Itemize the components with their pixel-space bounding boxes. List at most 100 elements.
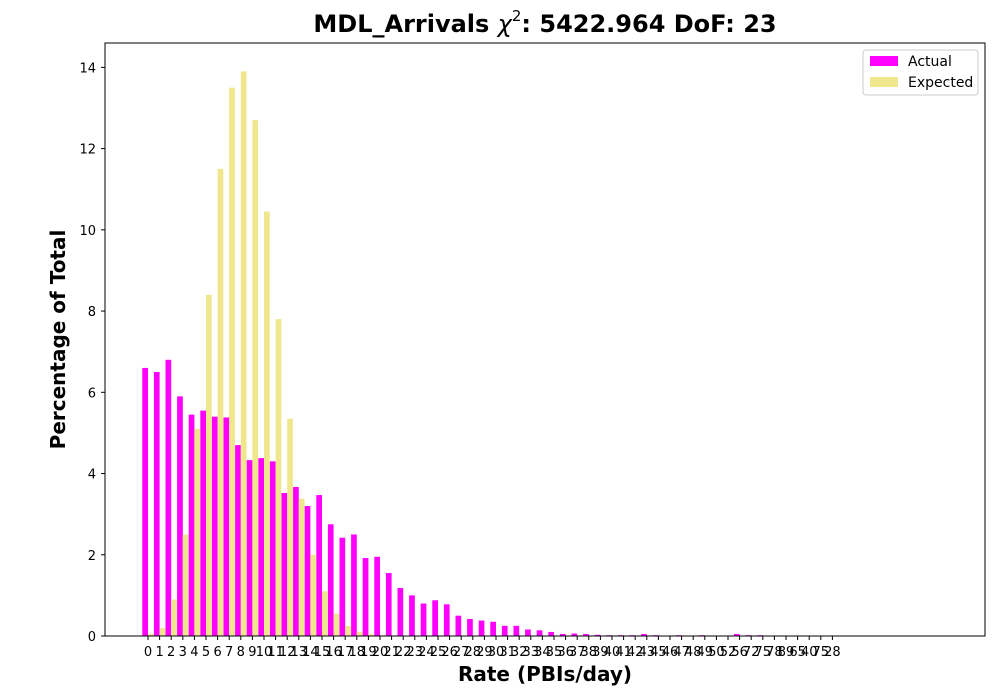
x-tick-label: 36 xyxy=(557,645,574,660)
bar-expected-8 xyxy=(240,71,247,637)
x-tick-label: 7 xyxy=(225,645,233,660)
y-tick-label: 8 xyxy=(88,305,96,320)
bar-expected-4 xyxy=(194,428,201,636)
y-tick-label: 4 xyxy=(88,468,96,483)
x-tick-label: 21 xyxy=(383,645,400,660)
chart-title: MDL_Arrivals χ2: 5422.964 DoF: 23 xyxy=(313,7,776,38)
bar-actual-56 xyxy=(733,633,740,636)
legend: Actual Expected xyxy=(862,49,979,96)
bar-actual-28 xyxy=(467,618,473,636)
x-tick-label: 26 xyxy=(441,645,458,660)
x-tick-label: 11 xyxy=(267,645,284,660)
bar-actual-19 xyxy=(362,558,369,636)
x-axis-label: Rate (PBIs/day) xyxy=(458,662,632,686)
x-tick-label: 1 xyxy=(155,645,163,660)
x-tick-label: 28 xyxy=(824,645,841,660)
chart-title-sup: 2 xyxy=(512,7,522,25)
bar-actual-31 xyxy=(501,625,508,636)
x-tick-label: 30 xyxy=(488,645,505,660)
x-tick-label: 46 xyxy=(662,645,679,660)
legend-label-actual: Actual xyxy=(908,54,952,70)
bar-actual-25 xyxy=(432,600,438,636)
bar-actual-21 xyxy=(385,573,392,636)
x-tick-label: 33 xyxy=(523,645,540,660)
x-tick-label: 6 xyxy=(213,645,221,660)
x-tick-label: 10 xyxy=(256,645,273,660)
x-tick-label: 56 xyxy=(731,645,748,660)
bar-expected-15 xyxy=(322,591,328,636)
bar-actual-0 xyxy=(142,367,148,636)
x-tick-label: 37 xyxy=(569,645,586,660)
x-tick-label: 0 xyxy=(144,645,152,660)
x-tick-label: 15 xyxy=(314,645,331,660)
x-tick-label: 29 xyxy=(476,645,493,660)
bar-actual-11 xyxy=(269,461,276,636)
x-tick-label: 12 xyxy=(279,645,296,660)
x-tick-label: 42 xyxy=(627,645,644,660)
y-tick-label: 0 xyxy=(88,630,96,645)
bar-actual-16 xyxy=(327,524,334,636)
bar-actual-26 xyxy=(443,604,450,636)
series-expected xyxy=(148,71,398,637)
x-tick-label: 41 xyxy=(615,645,632,660)
x-tick-label: 78 xyxy=(766,645,783,660)
bar-actual-32 xyxy=(513,625,520,636)
bar-actual-24 xyxy=(420,603,427,636)
bar-expected-0 xyxy=(148,633,154,636)
x-tick-label: 35 xyxy=(546,645,563,660)
x-tick-label: 45 xyxy=(650,645,667,660)
x-tick-label: 18 xyxy=(349,645,366,660)
plot-frame xyxy=(104,42,986,637)
bar-expected-5 xyxy=(206,294,212,636)
x-tick-label: 9 xyxy=(248,645,256,660)
x-tick-label: 16 xyxy=(325,645,342,660)
bar-actual-34 xyxy=(536,630,543,636)
bar-actual-33 xyxy=(525,629,531,636)
bar-actual-8 xyxy=(235,445,241,636)
chart-title-chi: χ xyxy=(496,10,513,38)
bar-expected-17 xyxy=(345,625,351,636)
bar-expected-13 xyxy=(298,498,305,636)
chart-title-prefix: MDL_Arrivals xyxy=(313,10,497,38)
x-tick-label: 75 xyxy=(755,645,772,660)
bar-actual-29 xyxy=(478,620,485,636)
y-axis-label: Percentage of Total xyxy=(46,230,70,450)
bar-actual-5 xyxy=(200,410,206,636)
x-tick-label: 65 xyxy=(789,645,806,660)
bar-actual-36 xyxy=(559,633,566,636)
x-tick-label: 43 xyxy=(639,645,656,660)
bar-expected-6 xyxy=(217,168,224,636)
x-tick-label: 38 xyxy=(581,645,598,660)
bar-actual-30 xyxy=(490,621,496,636)
x-tick-label: 17 xyxy=(337,645,354,660)
x-tick-label: 31 xyxy=(499,645,516,660)
x-tick-label: 24 xyxy=(418,645,435,660)
x-tick-label: 27 xyxy=(453,645,470,660)
chart-title-suffix: : 5422.964 DoF: 23 xyxy=(521,10,776,38)
bar-expected-10 xyxy=(264,211,270,636)
x-tick-label: 75 xyxy=(813,645,830,660)
x-tick-label: 32 xyxy=(511,645,528,660)
x-tick-label: 50 xyxy=(708,645,725,660)
bar-actual-23 xyxy=(409,595,415,636)
x-tick-label: 40 xyxy=(801,645,818,660)
x-tick-label: 25 xyxy=(430,645,447,660)
x-tick-label: 8 xyxy=(237,645,245,660)
bar-actual-6 xyxy=(211,416,218,636)
x-tick-label: 28 xyxy=(465,645,482,660)
x-tick-label: 2 xyxy=(167,645,175,660)
bar-expected-14 xyxy=(310,554,317,636)
x-tick-label: 72 xyxy=(743,645,760,660)
bar-actual-12 xyxy=(281,493,288,636)
bar-expected-18 xyxy=(356,631,363,636)
x-tick-label: 48 xyxy=(685,645,702,660)
bar-actual-18 xyxy=(351,534,357,636)
bar-actual-27 xyxy=(455,615,462,636)
bar-actual-37 xyxy=(571,633,578,636)
bar-expected-19 xyxy=(368,634,375,636)
y-tick-label: 6 xyxy=(88,386,96,401)
x-tick-label: 3 xyxy=(179,645,187,660)
legend-swatch-actual xyxy=(870,56,898,66)
bar-actual-3 xyxy=(177,396,183,636)
